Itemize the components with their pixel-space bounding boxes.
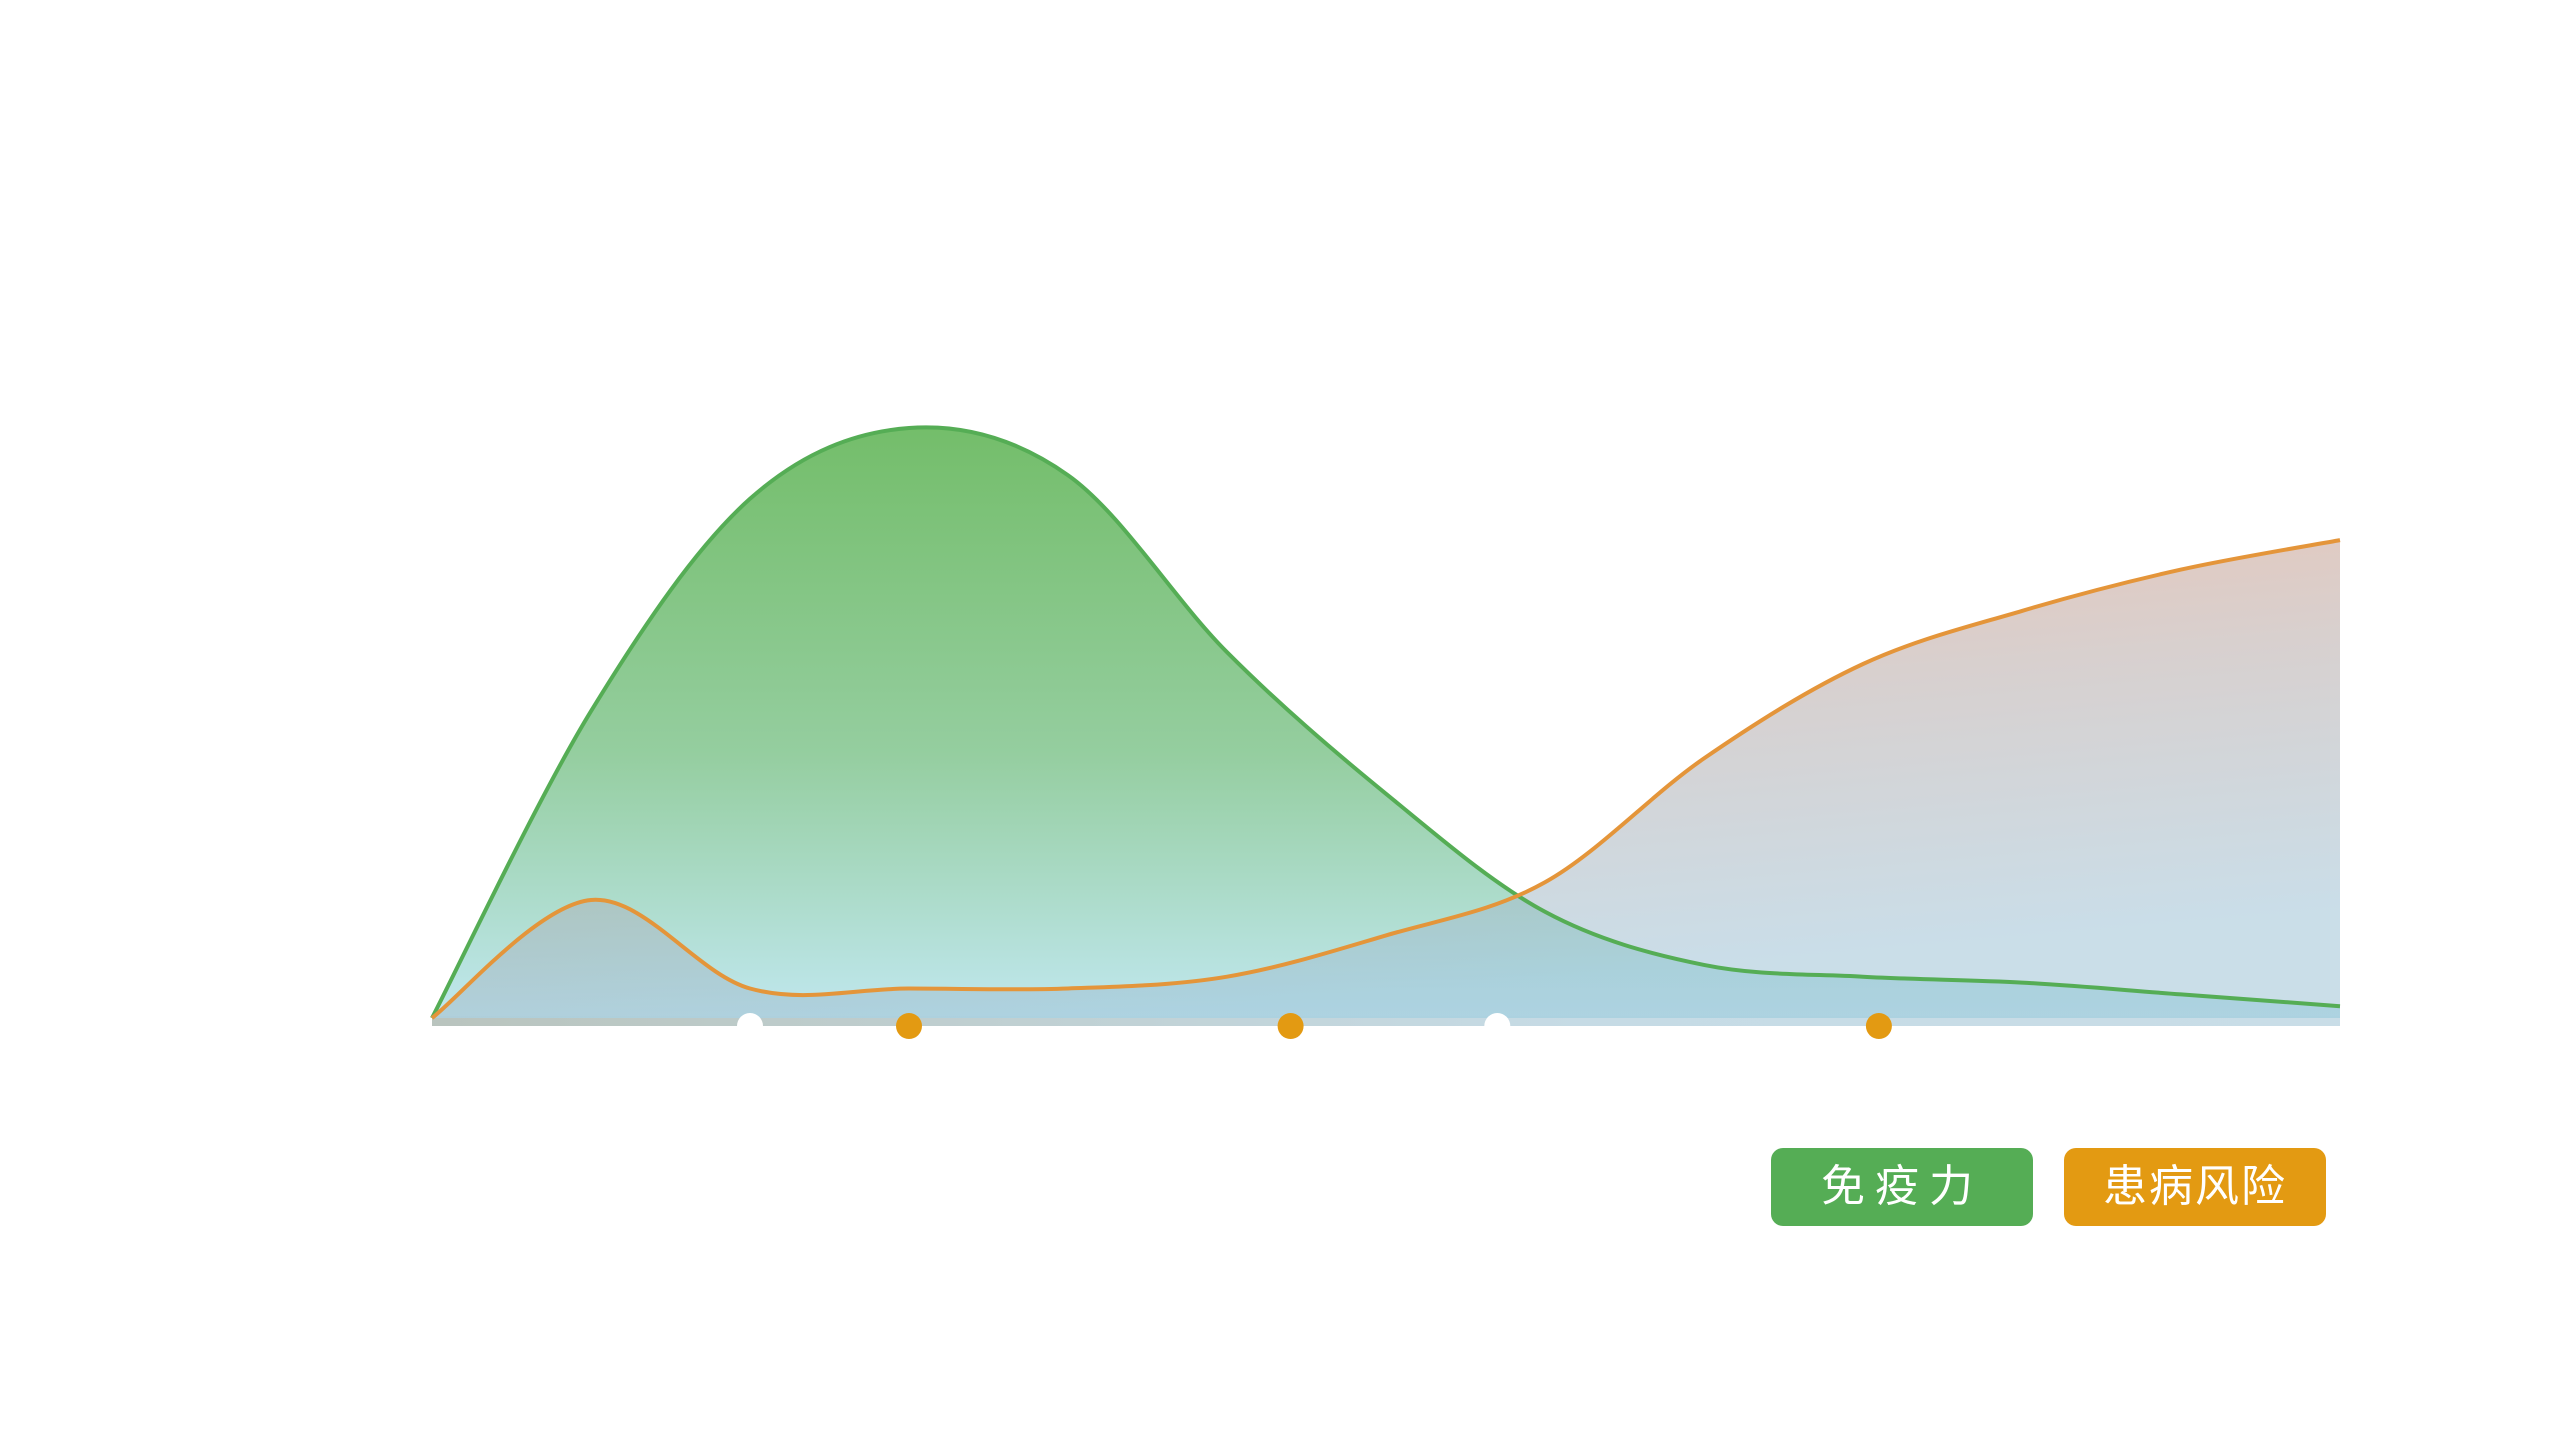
baseline-band bbox=[432, 1016, 2340, 1026]
legend-immunity-badge: 免疫力 bbox=[1771, 1148, 2033, 1226]
legend-risk-badge: 患病风险 bbox=[2064, 1148, 2326, 1226]
x-marker-dot bbox=[1277, 1013, 1304, 1039]
area-immunity bbox=[432, 427, 2340, 1018]
line-immunity bbox=[430, 425, 2341, 1019]
series-lines bbox=[430, 425, 2341, 1020]
series-areas bbox=[432, 427, 2340, 1026]
area-risk bbox=[432, 540, 2340, 1018]
x-marker-dot bbox=[1484, 1013, 1511, 1039]
x-marker-dot bbox=[1865, 1013, 1892, 1039]
x-marker-dot bbox=[737, 1013, 763, 1039]
x-axis-markers bbox=[737, 1013, 1892, 1039]
x-marker-dot bbox=[896, 1013, 922, 1039]
line-risk bbox=[430, 538, 2341, 1020]
